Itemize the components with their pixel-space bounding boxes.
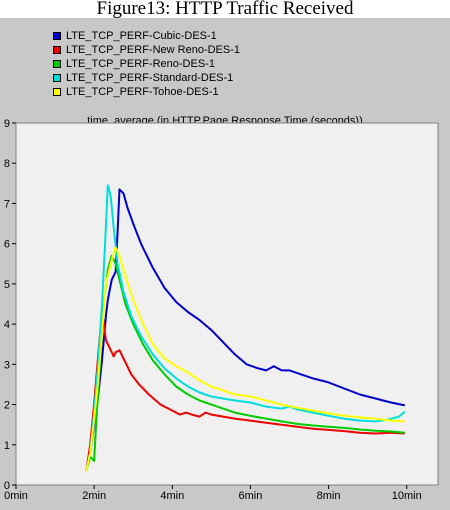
figure-caption: Figure13: HTTP Traffic Received xyxy=(0,0,450,20)
chart-panel: LTE_TCP_PERF-Cubic-DES-1 LTE_TCP_PERF-New… xyxy=(0,18,450,510)
legend-swatch xyxy=(53,74,61,82)
series-line xyxy=(85,311,405,472)
x-tick-label: 0min xyxy=(4,490,28,502)
legend-label: LTE_TCP_PERF-New Reno-DES-1 xyxy=(66,44,241,56)
y-tick-label: 6 xyxy=(4,239,10,251)
y-tick-label: 2 xyxy=(4,400,10,412)
legend-swatch xyxy=(53,88,61,96)
plot-area xyxy=(15,122,439,486)
x-tick-label: 10min xyxy=(392,490,422,502)
legend-label: LTE_TCP_PERF-Cubic-DES-1 xyxy=(66,30,217,42)
y-tick-label: 7 xyxy=(4,198,10,210)
y-tick-label: 0 xyxy=(4,480,10,492)
y-tick-label: 4 xyxy=(4,319,10,331)
y-tick-label: 5 xyxy=(4,279,10,291)
legend-swatch xyxy=(53,60,61,68)
series-line xyxy=(85,188,406,472)
legend-label: LTE_TCP_PERF-Reno-DES-1 xyxy=(66,58,215,70)
legend-swatch xyxy=(53,32,61,40)
x-tick-label: 4min xyxy=(160,490,184,502)
y-tick-label: 8 xyxy=(4,158,10,170)
legend-label: LTE_TCP_PERF-Tohoe-DES-1 xyxy=(66,86,219,98)
y-tick-label: 3 xyxy=(4,359,10,371)
series-line xyxy=(85,184,406,472)
series-line xyxy=(85,246,405,472)
x-tick-label: 8min xyxy=(317,490,341,502)
legend-swatch xyxy=(53,46,61,54)
x-tick-label: 2min xyxy=(82,490,106,502)
x-tick-label: 6min xyxy=(239,490,263,502)
y-tick-label: 9 xyxy=(4,118,10,130)
y-tick-label: 1 xyxy=(4,440,10,452)
legend-label: LTE_TCP_PERF-Standard-DES-1 xyxy=(66,72,234,84)
chart-canvas: 0 1 2 3 4 5 6 7 8 9 0min 2min 4min 6min 8min 10min xyxy=(4,118,439,502)
